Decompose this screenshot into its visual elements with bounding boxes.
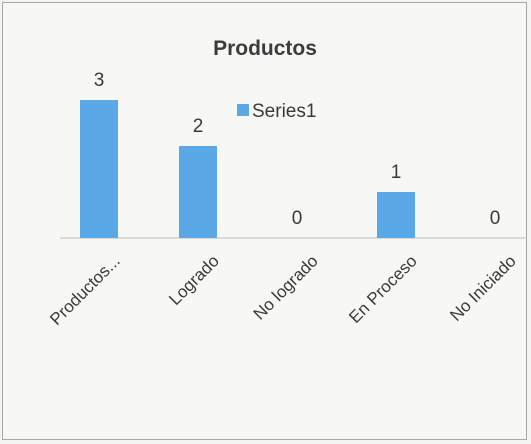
bar [377, 192, 415, 238]
x-tick-label: En Proceso [345, 251, 421, 327]
data-label: 0 [292, 208, 303, 229]
legend: Series1 [237, 101, 316, 122]
data-label: 0 [490, 208, 501, 229]
bar [80, 100, 118, 238]
data-label: 3 [94, 70, 105, 91]
x-tick-label: Productos... [46, 251, 124, 329]
data-label: 2 [193, 116, 204, 137]
tick-labels-group: Productos... Logrado No logrado En Proceso N… [46, 251, 520, 329]
x-tick-label: No Iniciado [446, 251, 520, 325]
chart-title: Productos [213, 37, 317, 60]
data-label: 1 [391, 162, 402, 183]
legend-label: Series1 [252, 101, 316, 122]
x-tick-label: Logrado [165, 251, 223, 309]
data-labels-group: 3 2 0 1 0 [94, 70, 501, 229]
x-tick-label: No logrado [250, 251, 322, 323]
bar [179, 146, 217, 238]
legend-swatch [237, 104, 249, 116]
bars-group [80, 100, 415, 238]
